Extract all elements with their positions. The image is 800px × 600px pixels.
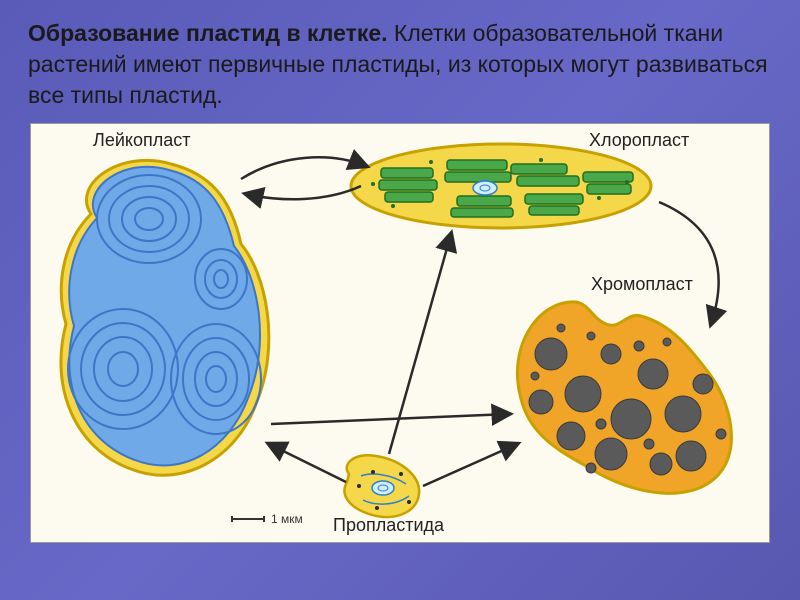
diagram-svg [31, 124, 771, 544]
label-chromoplast: Хромопласт [591, 274, 693, 295]
label-proplastid: Пропластида [333, 515, 444, 536]
title-block: Образование пластид в клетке. Клетки обр… [28, 18, 772, 111]
diagram-panel: Лейкопласт Хлоропласт Хромопласт Проплас… [30, 123, 770, 543]
scale-bar: 1 мкм [231, 512, 303, 526]
label-chloroplast: Хлоропласт [589, 130, 689, 151]
scale-line [231, 518, 265, 520]
scale-text: 1 мкм [271, 512, 303, 526]
title-bold: Образование пластид в клетке. [28, 20, 388, 46]
leucoplast-shape [61, 161, 269, 476]
chromoplast-shape [517, 302, 731, 493]
proplastid-shape [344, 455, 419, 517]
slide: Образование пластид в клетке. Клетки обр… [0, 0, 800, 600]
label-leucoplast: Лейкопласт [93, 130, 190, 151]
chloroplast-shape [351, 144, 651, 228]
